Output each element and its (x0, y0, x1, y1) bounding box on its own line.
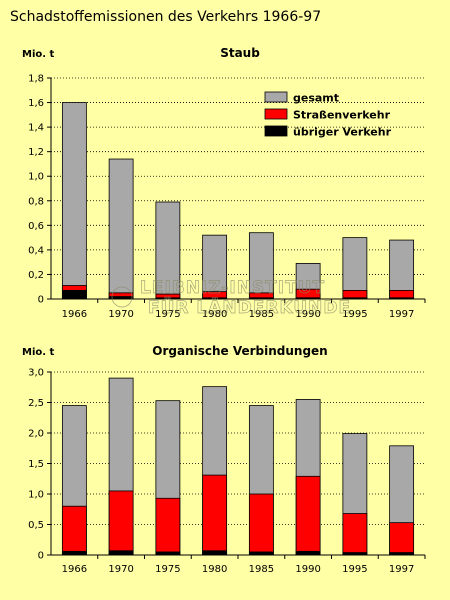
y-tick-label: 1,8 (28, 74, 44, 85)
x-tick-label: 1975 (155, 564, 180, 575)
bar-uebrig-1975 (155, 551, 181, 556)
y-tick-label: 1,2 (28, 147, 44, 158)
bar-gesamt-1980 (202, 234, 228, 300)
bar-strasse-1966 (61, 505, 87, 556)
bar-uebrig-1990 (295, 550, 321, 556)
x-tick-label: 1997 (389, 309, 414, 320)
bar-strasse-1990 (295, 475, 321, 556)
y-tick-label: 0 (38, 551, 44, 562)
x-tick-label: 1985 (249, 564, 274, 575)
x-tick-label: 1966 (62, 309, 87, 320)
x-tick-label: 1990 (295, 564, 320, 575)
bar-uebrig-1980 (202, 297, 228, 300)
y-tick-label: 0,5 (28, 520, 44, 531)
chart-1: Staub Mio. t 0 0,2 0,4 0,6 0,8 1,0 1,2 1,4 1,6 1,8 1… (22, 46, 426, 320)
bar-uebrig-1997 (389, 552, 415, 556)
bar-gesamt-1995 (342, 237, 368, 300)
bar-strasse-1975 (155, 497, 181, 556)
x-tick-label: 1985 (249, 309, 274, 320)
x-tick-label: 1995 (342, 309, 367, 320)
bar-uebrig-1985 (248, 551, 274, 556)
legend-label-gesamt: gesamt (293, 92, 339, 105)
chart-title: Organische Verbindungen (152, 344, 327, 358)
bar-gesamt-1985 (248, 232, 274, 300)
x-tick-label: 1966 (62, 564, 87, 575)
y-tick-label: 0,2 (28, 270, 44, 281)
bar-uebrig-1966 (61, 290, 87, 300)
x-tick-label: 1970 (108, 564, 133, 575)
x-tick-label: 1970 (108, 309, 133, 320)
y-tick-label: 1,6 (28, 98, 44, 109)
bar-uebrig-1990 (295, 297, 321, 300)
x-tick-label: 1995 (342, 564, 367, 575)
y-tick-label: 1,4 (28, 123, 44, 134)
chart-title: Staub (220, 46, 260, 60)
y-tick-label: 1,0 (28, 490, 44, 501)
legend-swatch-gesamt (264, 91, 288, 103)
bar-strasse-1970 (108, 490, 134, 556)
watermark-line-1: LEIBNIZ-INSTITUT (140, 278, 325, 298)
bar-strasse-1995 (342, 513, 368, 556)
y-tick-label: 1,5 (28, 459, 44, 470)
legend-swatch-uebrig (264, 125, 288, 137)
watermark-line-2: FÜR LÄNDERKUNDE (148, 296, 351, 318)
x-tick-label: 1997 (389, 564, 414, 575)
bar-uebrig-1995 (342, 552, 368, 556)
bar-uebrig-1970 (108, 550, 134, 556)
y-axis-unit: Mio. t (22, 347, 55, 358)
y-tick-label: 2,0 (28, 429, 44, 440)
bar-uebrig-1985 (248, 297, 274, 300)
y-tick-label: 0 (38, 295, 44, 306)
bar-strasse-1997 (389, 522, 415, 556)
bar-gesamt-1997 (389, 239, 415, 300)
y-tick-label: 2,5 (28, 398, 44, 409)
y-tick-label: 3,0 (28, 368, 44, 379)
y-tick-label: 0,6 (28, 221, 44, 232)
bar-strasse-1980 (202, 474, 228, 556)
bar-gesamt-1975 (155, 201, 181, 300)
bar-uebrig-1995 (342, 297, 368, 300)
bar-gesamt-1966 (61, 102, 87, 300)
x-tick-label: 1975 (155, 309, 180, 320)
bar-uebrig-1975 (155, 297, 181, 300)
y-tick-label: 1,0 (28, 172, 44, 183)
x-tick-label: 1980 (202, 564, 227, 575)
y-axis-unit: Mio. t (22, 49, 55, 60)
legend-swatch-strasse (264, 108, 288, 120)
y-tick-label: 0,8 (28, 196, 44, 207)
legend-label-uebrig: übriger Verkehr (293, 126, 392, 139)
x-tick-label: 1980 (202, 309, 227, 320)
bar-uebrig-1970 (108, 296, 134, 300)
y-tick-label: 0,4 (28, 245, 44, 256)
bar-strasse-1985 (248, 493, 274, 556)
x-tick-label: 1990 (295, 309, 320, 320)
legend-label-strasse: Straßenverkehr (293, 109, 391, 122)
watermark-logo (111, 286, 133, 308)
chart-2: Organische Verbindungen Mio. t 0 0,5 1,0 1,5 2… (22, 344, 426, 575)
bar-uebrig-1966 (61, 550, 87, 556)
bar-uebrig-1997 (389, 297, 415, 300)
bar-gesamt-1970 (108, 158, 134, 300)
bar-uebrig-1980 (202, 550, 228, 556)
page-title: Schadstoffemissionen des Verkehrs 1966-9… (10, 9, 322, 25)
